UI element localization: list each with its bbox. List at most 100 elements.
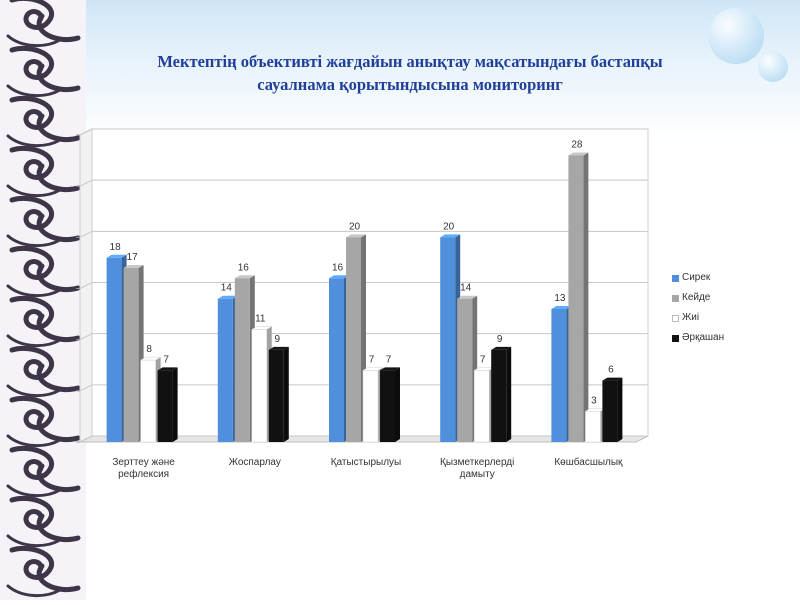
bar-top <box>568 152 589 156</box>
bar-value-label: 13 <box>554 293 566 304</box>
bar-value-label: 14 <box>221 283 233 294</box>
bar-side <box>283 346 289 442</box>
bar-value-label: 14 <box>460 283 472 294</box>
bar-value-label: 9 <box>275 334 281 345</box>
bar-top <box>380 367 400 371</box>
bar-front <box>268 349 284 442</box>
bar-top <box>329 275 349 279</box>
decorative-bubble-large <box>708 8 764 64</box>
decorative-bubble-small <box>758 52 788 82</box>
bar-value-label: 3 <box>591 395 597 406</box>
bar <box>123 265 144 442</box>
bar-front <box>329 278 344 442</box>
slide-title-line-2: сауалнама қорытындысына мониторинг <box>257 75 563 94</box>
bar <box>491 346 512 442</box>
slide-title-line-1: Мектептің объективті жағдайын анықтау ма… <box>157 52 663 71</box>
bar-value-label: 7 <box>480 354 486 365</box>
bar-value-label: 6 <box>608 365 614 376</box>
bar-value-label: 11 <box>255 313 266 324</box>
gridline <box>79 179 648 187</box>
bar-front <box>602 380 618 442</box>
x-tick-label: Көшбасшылық <box>554 456 623 468</box>
legend-swatch <box>672 314 679 322</box>
bar-side <box>506 346 512 442</box>
bar-front <box>440 237 456 442</box>
x-tick-label: Қатыстырылуы <box>331 457 401 468</box>
gridline <box>79 128 648 136</box>
bar-front <box>491 349 507 442</box>
bar-top <box>157 367 178 371</box>
bar-front <box>217 298 233 442</box>
legend-swatch <box>672 334 679 342</box>
legend-swatch <box>672 274 679 282</box>
bar-value-label: 7 <box>369 354 375 365</box>
bar-front <box>380 370 395 442</box>
bar-value-label: 17 <box>127 252 139 263</box>
bar-front <box>551 308 567 442</box>
legend-label: Жиі <box>682 312 700 323</box>
header-background <box>0 0 800 140</box>
bar-top <box>491 346 512 350</box>
legend-label: Кейде <box>682 292 711 303</box>
bar-value-label: 7 <box>386 354 392 365</box>
bar <box>602 377 623 442</box>
x-tick-label: дамыту <box>460 469 495 480</box>
ornament-pattern <box>0 0 86 600</box>
bar-front <box>568 155 584 442</box>
legend-item: Жиі <box>672 308 772 328</box>
bar-value-label: 28 <box>571 139 583 150</box>
bar <box>568 152 589 442</box>
bar-front <box>457 298 473 442</box>
gridline <box>79 282 648 289</box>
bar-front <box>157 370 173 442</box>
bar-side <box>617 377 623 442</box>
bar-value-label: 16 <box>332 262 344 273</box>
bar-top <box>551 305 572 309</box>
legend-item: Кейде <box>672 288 772 308</box>
bar-value-label: 18 <box>110 242 122 253</box>
bar <box>268 346 289 442</box>
bar-value-label: 20 <box>349 221 361 232</box>
bar <box>157 367 178 442</box>
bar-value-label: 9 <box>497 334 503 345</box>
bar-top <box>602 377 623 381</box>
slide-title: Мектептің объективті жағдайын анықтау ма… <box>90 50 730 96</box>
bar-top <box>457 295 478 299</box>
x-tick-label: рефлексия <box>118 468 169 480</box>
bar-value-label: 8 <box>146 344 152 355</box>
bar-front <box>140 359 156 443</box>
gridline <box>79 230 648 238</box>
bar-front <box>234 278 250 442</box>
x-tick-label: Жоспарлау <box>229 457 281 468</box>
bar-top <box>440 234 461 238</box>
bar-top <box>106 254 127 258</box>
bar-front <box>362 370 379 443</box>
bar-value-label: 20 <box>443 221 455 232</box>
bar <box>380 367 400 442</box>
legend-label: Әрқашан <box>682 332 725 343</box>
legend-item: Әрқашан <box>672 328 772 348</box>
legend-swatch <box>672 294 679 302</box>
bar-value-label: 16 <box>238 262 250 273</box>
bar-value-label: 7 <box>163 354 169 365</box>
bar-side <box>583 152 589 442</box>
bar-front <box>251 329 268 443</box>
bar-front <box>123 268 139 442</box>
bar-top <box>234 275 255 279</box>
bar-front <box>585 411 601 443</box>
ornament-border <box>0 0 86 600</box>
x-tick-label: Зерттеу және <box>112 457 175 468</box>
bar-top <box>346 234 366 238</box>
bar-side <box>395 367 400 442</box>
bar-side <box>172 367 178 442</box>
bar-top <box>123 265 144 269</box>
chart-legend: Сирек Кейде Жиі Әрқашан <box>672 268 772 348</box>
bar-front <box>346 237 361 442</box>
legend-label: Сирек <box>682 272 711 283</box>
bar-top <box>268 346 289 350</box>
x-tick-label: Қызметкерлерді <box>440 457 514 468</box>
bar-front <box>106 257 122 442</box>
legend-item: Сирек <box>672 268 772 288</box>
bar-top <box>217 295 238 299</box>
